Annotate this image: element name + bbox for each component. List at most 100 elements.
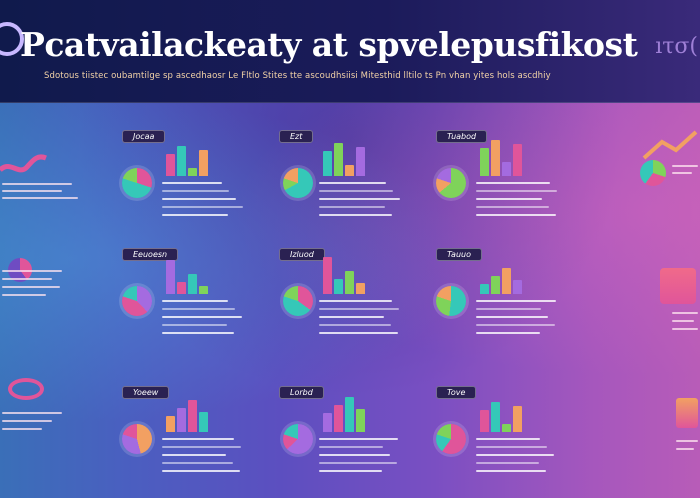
mini-bar-group	[166, 260, 226, 294]
card-text-line	[319, 446, 383, 448]
right-text-line	[672, 165, 698, 167]
donut-chart-icon	[436, 424, 466, 454]
card-text-line	[476, 214, 556, 216]
mini-bar	[356, 409, 365, 432]
card-text-line	[476, 438, 540, 440]
bar-chart-icon	[436, 168, 466, 198]
card-text-line	[476, 198, 542, 200]
card-text-line	[319, 182, 386, 184]
mini-bar	[323, 413, 332, 432]
left-text-line	[2, 197, 78, 199]
mini-bar-group	[166, 398, 226, 432]
mini-bar	[323, 151, 332, 176]
left-text-line	[2, 183, 72, 185]
mini-bar	[166, 416, 175, 432]
card-text-line	[319, 198, 400, 200]
mini-bar	[502, 268, 511, 294]
infographic-card: Ezt	[275, 130, 400, 242]
card-text-line	[162, 214, 228, 216]
mini-bar	[480, 410, 489, 432]
left-text-line	[2, 286, 60, 288]
infographic-card: Tuabod	[432, 130, 557, 242]
mini-bar	[188, 400, 197, 432]
mini-bar-group	[323, 257, 383, 294]
mini-bar-group	[166, 142, 226, 176]
title-tail: ıτσ(	[655, 34, 698, 59]
card-label: Jocaa	[122, 130, 166, 143]
right-edge-pie-icon	[640, 160, 666, 186]
card-text-line	[476, 316, 548, 318]
card-text-line	[319, 308, 399, 310]
mini-bar	[480, 148, 489, 176]
card-text-line	[476, 454, 554, 456]
globe-chart-icon	[436, 286, 466, 316]
card-text-line	[162, 316, 242, 318]
card-text-line	[319, 316, 384, 318]
mini-bar	[188, 168, 197, 176]
logo-ring-icon	[0, 22, 24, 56]
mini-bar	[513, 144, 522, 176]
mini-bar	[334, 279, 343, 294]
header: Pcatvailackeaty at spvelepusfikost ıτσ( …	[0, 0, 700, 103]
right-text-line	[676, 440, 698, 442]
card-text-line	[476, 300, 556, 302]
card-text-line	[162, 324, 227, 326]
card-text-line	[162, 470, 240, 472]
left-edge-donut-icon	[8, 378, 44, 400]
card-text-line	[319, 206, 385, 208]
mini-bar	[502, 162, 511, 176]
left-text-line	[2, 420, 52, 422]
page-title: Pcatvailackeaty at spvelepusfikost	[20, 25, 638, 64]
right-text-line	[672, 172, 692, 174]
card-text-line	[162, 300, 228, 302]
right-text-line	[672, 312, 698, 314]
mini-bar	[356, 147, 365, 176]
card-text-line	[162, 446, 241, 448]
card-text-line	[162, 462, 233, 464]
mini-bar	[502, 424, 511, 432]
infographic-card: Jocaa	[118, 130, 243, 242]
infographic-card: Eeuoesn	[118, 248, 242, 360]
card-text-line	[476, 206, 549, 208]
right-text-line	[672, 320, 694, 322]
card-text-line	[476, 446, 547, 448]
mini-bar	[323, 257, 332, 294]
infographic-card: Izluod	[275, 248, 399, 360]
card-label: Tove	[436, 386, 477, 399]
mini-bar	[480, 284, 489, 294]
mini-bar	[345, 271, 354, 294]
mini-bar	[188, 274, 197, 294]
right-edge-tower-icon	[676, 398, 698, 428]
card-text-line	[319, 324, 391, 326]
left-text-line	[2, 412, 62, 414]
card-text-line	[162, 308, 235, 310]
card-label: Ezt	[279, 130, 314, 143]
left-text-line	[2, 428, 42, 430]
mini-bar	[177, 146, 186, 176]
card-text-line	[476, 190, 557, 192]
card-text-line	[319, 214, 392, 216]
card-text-line	[162, 182, 222, 184]
card-text-line	[319, 300, 392, 302]
wave-chart-icon	[283, 286, 313, 316]
left-text-line	[2, 190, 62, 192]
mini-bar	[345, 397, 354, 432]
mini-bar	[513, 280, 522, 294]
left-text-line	[2, 294, 46, 296]
mini-bar	[334, 143, 343, 176]
mini-bar	[491, 402, 500, 432]
mini-bar-group	[480, 398, 540, 432]
mini-bar	[334, 405, 343, 432]
card-text-line	[476, 182, 550, 184]
card-text-line	[162, 332, 234, 334]
infographic-card: Tauuo	[432, 248, 556, 360]
card-text-line	[319, 470, 382, 472]
bar-chart-icon	[122, 168, 152, 198]
card-label: Tauuo	[436, 248, 482, 261]
card-label: Yoeew	[122, 386, 170, 399]
pie-chart-icon	[122, 286, 152, 316]
mini-bar	[356, 283, 365, 294]
card-text-line	[319, 332, 398, 334]
card-text-line	[319, 462, 397, 464]
infographic-card: Yoeew	[118, 386, 241, 498]
